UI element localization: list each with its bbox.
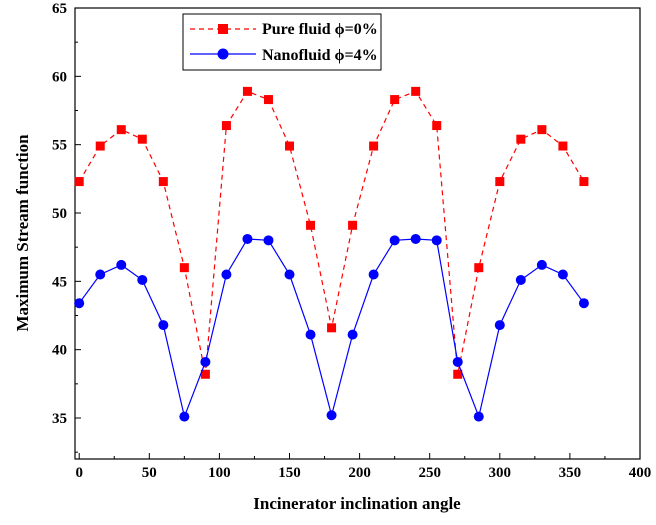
x-tick-label: 0 [75, 465, 83, 481]
y-tick-label: 65 [52, 1, 67, 17]
data-point-pure-fluid [537, 125, 547, 135]
data-point-pure-fluid [200, 369, 210, 379]
data-point-pure-fluid [74, 177, 84, 187]
data-point-pure-fluid [158, 177, 168, 187]
data-point-pure-fluid [411, 86, 421, 96]
legend-box [182, 13, 382, 71]
y-tick-label: 50 [52, 206, 67, 222]
data-point-pure-fluid [221, 121, 231, 131]
data-point-nanofluid [221, 269, 232, 280]
y-tick-label: 60 [52, 69, 67, 85]
data-point-nanofluid [284, 269, 295, 280]
data-point-nanofluid [347, 329, 358, 340]
data-point-pure-fluid [369, 141, 379, 151]
data-point-nanofluid [494, 320, 505, 331]
data-point-nanofluid [431, 235, 442, 246]
data-point-nanofluid [179, 411, 190, 422]
legend-marker-pure-fluid [218, 24, 228, 34]
data-point-pure-fluid [432, 121, 442, 131]
data-point-nanofluid [389, 235, 400, 246]
data-point-nanofluid [536, 259, 547, 270]
data-point-pure-fluid [474, 263, 484, 273]
data-point-nanofluid [74, 298, 85, 309]
y-tick-label: 35 [52, 411, 67, 427]
x-tick-label: 50 [142, 465, 157, 481]
legend-label-pure-fluid: Pure fluid ϕ=0% [262, 21, 378, 38]
data-point-pure-fluid [263, 95, 273, 105]
y-axis-title: Maximum Stream function [13, 134, 32, 332]
data-point-nanofluid [263, 235, 274, 246]
data-point-pure-fluid [348, 220, 358, 230]
series-layer [74, 86, 589, 422]
legend-label-nanofluid: Nanofluid ϕ=4% [262, 47, 378, 64]
data-point-pure-fluid [579, 177, 589, 187]
data-point-pure-fluid [558, 141, 568, 151]
data-point-nanofluid [473, 411, 484, 422]
data-point-pure-fluid [179, 263, 189, 273]
plot-frame [74, 7, 641, 460]
data-point-nanofluid [515, 274, 526, 285]
data-point-nanofluid [557, 269, 568, 280]
data-point-nanofluid [200, 356, 211, 367]
data-point-pure-fluid [453, 369, 463, 379]
data-point-nanofluid [242, 233, 253, 244]
data-point-pure-fluid [390, 95, 400, 105]
x-tick-label: 250 [418, 465, 441, 481]
data-point-nanofluid [452, 356, 463, 367]
data-point-nanofluid [305, 329, 316, 340]
x-tick-label: 400 [629, 465, 652, 481]
y-tick-label: 40 [52, 343, 67, 359]
data-point-pure-fluid [306, 220, 316, 230]
y-tick-label: 45 [52, 274, 67, 290]
data-point-pure-fluid [495, 177, 505, 187]
axes-layer: 0 50 100 150 200 250 300 350 400 35 40 45 50 55 60 65 [52, 1, 651, 481]
legend: Pure fluid ϕ=0% Nanofluid ϕ=4% [182, 13, 382, 71]
legend-marker-nanofluid [217, 48, 229, 60]
data-point-pure-fluid [285, 141, 295, 151]
x-tick-label: 200 [348, 465, 371, 481]
data-point-pure-fluid [242, 86, 252, 96]
data-point-nanofluid [137, 274, 148, 285]
data-point-nanofluid [368, 269, 379, 280]
data-point-pure-fluid [116, 125, 126, 135]
data-point-pure-fluid [137, 134, 147, 144]
data-point-nanofluid [116, 259, 127, 270]
data-point-nanofluid [578, 298, 589, 309]
data-point-pure-fluid [516, 134, 526, 144]
data-point-pure-fluid [95, 141, 105, 151]
data-point-nanofluid [326, 410, 337, 421]
x-tick-label: 100 [208, 465, 231, 481]
data-point-nanofluid [410, 233, 421, 244]
data-point-pure-fluid [327, 323, 337, 333]
data-point-nanofluid [95, 269, 106, 280]
x-tick-label: 300 [489, 465, 512, 481]
x-tick-label: 150 [278, 465, 301, 481]
x-tick-label: 350 [559, 465, 582, 481]
y-tick-label: 55 [52, 138, 67, 154]
data-point-nanofluid [158, 320, 169, 331]
x-axis-title: Incinerator inclination angle [253, 494, 461, 513]
